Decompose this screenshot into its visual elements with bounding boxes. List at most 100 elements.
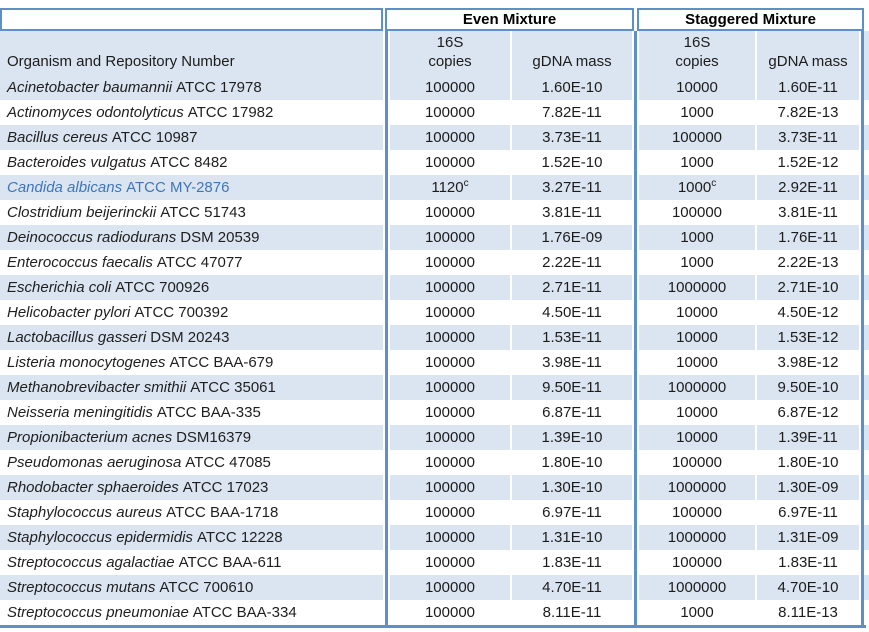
copies-label: copies <box>675 53 719 70</box>
cell-gap <box>755 550 757 575</box>
staggered-gdna-mass-cell: 2.71E-10 <box>757 275 859 300</box>
staggered-16s-copies-value: 100000 <box>671 129 723 146</box>
section-divider <box>385 500 388 525</box>
cell-gap <box>859 300 861 325</box>
footnote-superscript: c <box>463 178 469 189</box>
cell-gap <box>637 600 639 625</box>
cell-gap <box>383 550 385 575</box>
section-divider <box>385 600 388 625</box>
cell-gap <box>755 325 757 350</box>
even-16s-copies-value: 100000 <box>424 304 476 321</box>
staggered-gdna-mass-header: gDNA mass <box>757 31 859 75</box>
cell-gap <box>859 350 861 375</box>
organism-cell: Streptococcus agalactiae ATCC BAA-611 <box>0 550 383 575</box>
even-mixture-group-header: Even Mixture <box>385 8 634 31</box>
cell-gap <box>510 475 512 500</box>
organism-cell: Rhodobacter sphaeroides ATCC 17023 <box>0 475 383 500</box>
table-edge-sliver <box>864 75 869 100</box>
cell-gap <box>383 325 385 350</box>
cell-gap <box>383 300 385 325</box>
even-16s-copies-value: 100000 <box>424 504 476 521</box>
section-divider <box>385 250 388 275</box>
cell-gap <box>637 275 639 300</box>
section-divider <box>385 550 388 575</box>
cell-gap <box>632 200 634 225</box>
even-gdna-mass-cell: 1.53E-11 <box>512 325 632 350</box>
cell-gap <box>510 525 512 550</box>
cell-gap <box>383 100 385 125</box>
cell-gap <box>637 400 639 425</box>
repository-number: ATCC BAA-335 <box>156 404 261 421</box>
organism-cell: Enterococcus faecalis ATCC 47077 <box>0 250 383 275</box>
cell-gap <box>632 550 634 575</box>
table-edge-sliver <box>864 525 869 550</box>
staggered-gdna-mass-cell: 6.87E-12 <box>757 400 859 425</box>
cell-gap <box>510 225 512 250</box>
cell-gap <box>755 425 757 450</box>
section-divider <box>385 100 388 125</box>
table-edge-sliver <box>864 275 869 300</box>
section-divider <box>861 550 864 575</box>
organism-name: Escherichia coli <box>7 279 112 296</box>
repository-number: ATCC 17978 <box>176 79 262 96</box>
organism-cell: Methanobrevibacter smithii ATCC 35061 <box>0 375 383 400</box>
organism-cell: Deinococcus radiodurans DSM 20539 <box>0 225 383 250</box>
even-16s-copies-value: 100000 <box>424 579 476 596</box>
table-edge-sliver <box>864 225 869 250</box>
table-row: Clostridium beijerinckii ATCC 51743 10000… <box>0 200 869 225</box>
table-row: Acinetobacter baumannii ATCC 17978 100000… <box>0 75 869 100</box>
cell-gap <box>510 450 512 475</box>
even-gdna-mass-value: 1.31E-10 <box>541 529 603 546</box>
cell-gap <box>388 175 390 200</box>
even-gdna-mass-value: 6.97E-11 <box>542 504 602 521</box>
cell-gap <box>632 300 634 325</box>
section-divider <box>634 325 637 350</box>
cell-gap <box>388 550 390 575</box>
even-16s-copies-value: 100000 <box>424 454 476 471</box>
section-divider <box>861 525 864 550</box>
table-edge-sliver <box>864 400 869 425</box>
cell-gap <box>383 275 385 300</box>
section-divider <box>861 31 864 75</box>
section-divider <box>861 275 864 300</box>
staggered-gdna-mass-cell: 3.98E-12 <box>757 350 859 375</box>
gdna-mass-label: gDNA mass <box>768 53 848 70</box>
staggered-16s-copies-value: 100000 <box>671 204 723 221</box>
cell-gap <box>383 125 385 150</box>
section-divider <box>634 75 637 100</box>
even-16s-copies-value: 100000 <box>424 479 476 496</box>
table-edge-sliver <box>864 125 869 150</box>
organism-name: Enterococcus faecalis <box>7 254 153 271</box>
cell-gap <box>637 575 639 600</box>
staggered-gdna-mass-value: 4.50E-12 <box>777 304 839 321</box>
even-gdna-mass-cell: 7.82E-11 <box>512 100 632 125</box>
cell-gap <box>383 350 385 375</box>
staggered-16s-copies-value: 1000000 <box>667 529 727 546</box>
even-16s-copies-value: 100000 <box>424 204 476 221</box>
table-edge-sliver <box>864 600 869 625</box>
table-edge-sliver <box>864 350 869 375</box>
organism-name: Streptococcus pneumoniae <box>7 604 189 621</box>
section-divider <box>634 500 637 525</box>
section-divider <box>634 175 637 200</box>
cell-gap <box>510 425 512 450</box>
table-row: Helicobacter pylori ATCC 700392 100000 4.… <box>0 300 869 325</box>
even-16s-copies-cell: 100000 <box>390 375 510 400</box>
section-divider <box>634 225 637 250</box>
staggered-gdna-mass-value: 3.73E-11 <box>778 129 838 146</box>
organism-cell: Propionibacterium acnes DSM16379 <box>0 425 383 450</box>
cell-gap <box>388 475 390 500</box>
organism-name: Listeria monocytogenes <box>7 354 166 371</box>
even-16s-copies-cell: 100000 <box>390 75 510 100</box>
cell-gap <box>632 225 634 250</box>
cell-gap <box>632 350 634 375</box>
staggered-16s-copies-cell: 1000000 <box>639 525 755 550</box>
table-row: Escherichia coli ATCC 700926 100000 2.71E… <box>0 275 869 300</box>
cell-gap <box>632 600 634 625</box>
staggered-16s-copies-cell: 1000 <box>639 150 755 175</box>
cell-gap <box>388 600 390 625</box>
staggered-gdna-mass-cell: 3.81E-11 <box>757 200 859 225</box>
repository-number: ATCC 17982 <box>187 104 274 121</box>
cell-gap <box>510 150 512 175</box>
cell-gap <box>632 425 634 450</box>
